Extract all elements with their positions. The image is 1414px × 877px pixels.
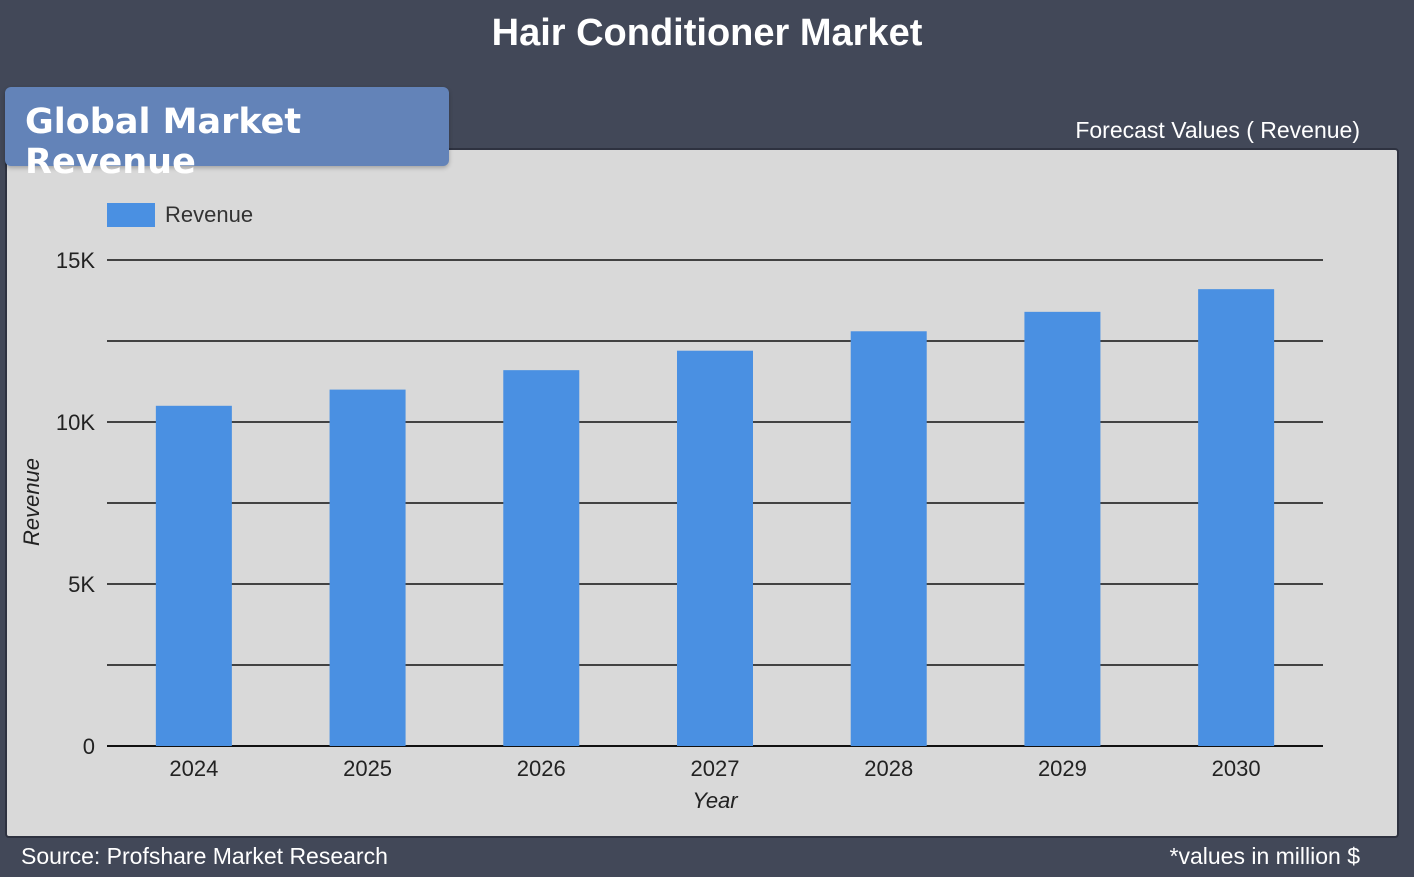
bar-2028 — [850, 331, 927, 746]
y-tick-labels: 0 5K 10K 15K — [56, 248, 95, 759]
legend: Revenue — [107, 202, 253, 227]
x-tick-label: 2026 — [517, 756, 566, 781]
y-tick-label: 10K — [56, 410, 95, 435]
page-title: Hair Conditioner Market — [491, 12, 923, 54]
x-tick-label: 2027 — [691, 756, 740, 781]
x-tick-label: 2030 — [1212, 756, 1261, 781]
x-tick-label: 2025 — [343, 756, 392, 781]
legend-swatch — [107, 203, 155, 227]
y-axis-label: Revenue — [19, 458, 44, 546]
x-tick-label: 2028 — [864, 756, 913, 781]
legend-label: Revenue — [165, 202, 253, 227]
section-tab: Global Market Revenue — [5, 87, 449, 182]
x-tick-label: 2029 — [1038, 756, 1087, 781]
footer-note: *values in million $ — [1169, 843, 1360, 869]
forecast-label: Forecast Values ( Revenue) — [1075, 117, 1360, 143]
x-tick-labels: 2024 2025 2026 2027 2028 2029 2030 — [169, 756, 1260, 781]
bars — [155, 289, 1275, 746]
y-tick-label: 0 — [83, 734, 95, 759]
bar-2024 — [155, 405, 232, 746]
bar-2027 — [677, 350, 753, 746]
y-tick-label: 5K — [68, 572, 95, 597]
y-tick-label: 15K — [56, 248, 95, 273]
bar-2025 — [329, 389, 406, 746]
bar-2029 — [1024, 311, 1101, 746]
section-label: Global Market Revenue — [25, 102, 302, 182]
x-axis-label: Year — [692, 788, 739, 813]
footer-source: Source: Profshare Market Research — [21, 843, 388, 869]
bar-2026 — [503, 370, 580, 746]
x-tick-label: 2024 — [169, 756, 218, 781]
bar-2030 — [1198, 289, 1275, 746]
